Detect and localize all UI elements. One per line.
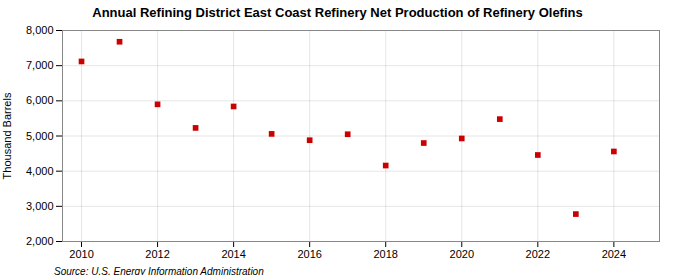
svg-text:2018: 2018 [373,248,397,260]
svg-text:Thousand Barrels: Thousand Barrels [1,92,13,179]
svg-text:2016: 2016 [297,248,321,260]
svg-text:2024: 2024 [602,248,626,260]
svg-text:2022: 2022 [526,248,550,260]
svg-text:7,000: 7,000 [26,59,54,71]
svg-text:2010: 2010 [69,248,93,260]
svg-text:2012: 2012 [145,248,169,260]
svg-text:2014: 2014 [221,248,245,260]
svg-text:5,000: 5,000 [26,130,54,142]
svg-text:3,000: 3,000 [26,200,54,212]
svg-text:4,000: 4,000 [26,165,54,177]
svg-text:8,000: 8,000 [26,24,54,36]
svg-text:2020: 2020 [450,248,474,260]
svg-text:2,000: 2,000 [26,235,54,247]
svg-text:6,000: 6,000 [26,94,54,106]
html-text:Annual Refining District East: Annual Refining District East Coast Refi… [92,5,583,20]
